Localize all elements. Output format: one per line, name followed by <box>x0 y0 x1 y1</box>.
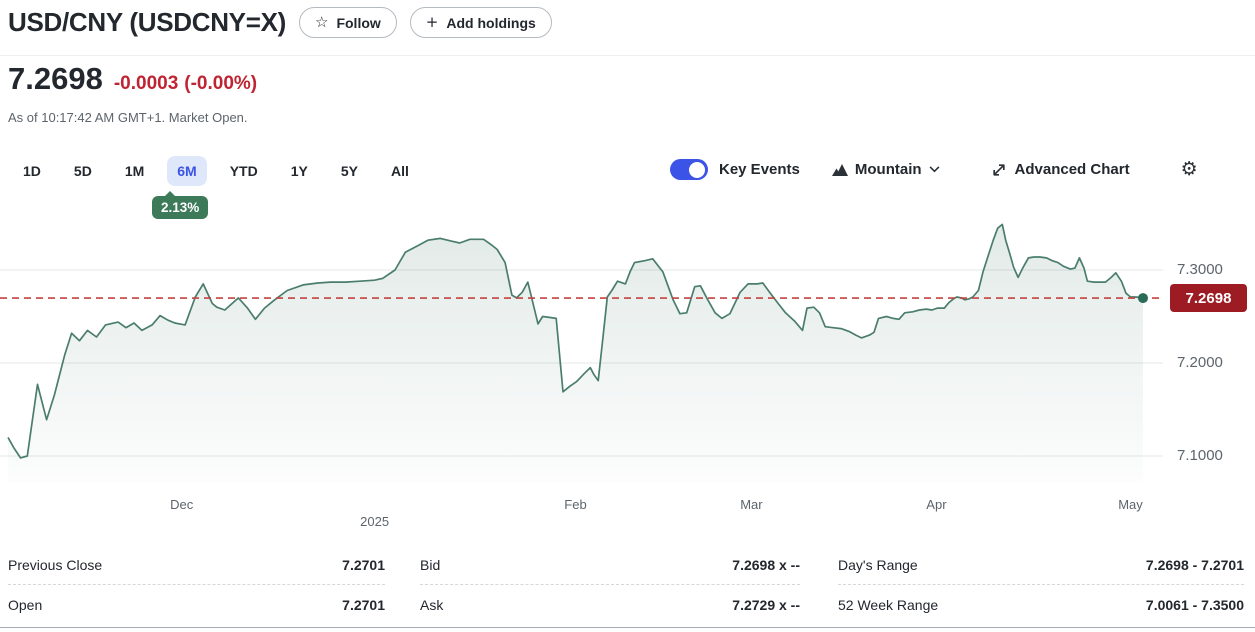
range-change-badge: 2.13% <box>152 191 209 219</box>
stat-value: 7.2701 <box>342 597 385 613</box>
price-line <box>7 223 1144 459</box>
stat-label: Previous Close <box>8 556 103 573</box>
price-chart-canvas[interactable] <box>0 210 1255 486</box>
area-fill <box>8 224 1143 483</box>
stat-label: Open <box>8 597 43 613</box>
expand-diagonal-icon <box>992 163 1005 176</box>
tab-ytd[interactable]: YTD <box>229 163 258 179</box>
current-price-dot <box>1138 293 1148 304</box>
stat-label: Ask <box>420 597 444 613</box>
tab-6m[interactable]: 6M <box>167 156 207 186</box>
price-change: -0.0003 (-0.00%) <box>114 73 257 95</box>
stat-row-previous-close: Previous Close 7.2701 <box>8 545 385 585</box>
stat-value: 7.2701 <box>342 556 385 573</box>
chart-type-label: Mountain <box>854 161 922 178</box>
stat-row-52-week-range: 52 Week Range 7.0061 - 7.3500 <box>838 585 1244 625</box>
change-percent: (-0.00%) <box>184 73 258 94</box>
quote-stats: Previous Close 7.2701 Open 7.2701 Bid 7.… <box>0 545 1255 627</box>
bottom-divider <box>0 627 1255 628</box>
page-title: USD/CNY (USDCNY=X) <box>8 7 286 37</box>
advanced-chart-button[interactable]: Advanced Chart <box>991 161 1130 178</box>
x-axis-tick: Dec <box>170 497 194 512</box>
stat-value: 7.2698 - 7.2701 <box>1145 556 1244 573</box>
header-divider <box>0 55 1255 56</box>
tab-5y[interactable]: 5Y <box>340 163 358 179</box>
chevron-down-icon <box>929 166 939 173</box>
quote-summary: 7.2698 -0.0003 (-0.00%) <box>8 61 257 97</box>
chart-controls: Key Events Mountain Advanced Chart ⚙ <box>670 159 1198 180</box>
tab-1y[interactable]: 1Y <box>290 163 308 179</box>
stats-column-3: Day's Range 7.2698 - 7.2701 52 Week Rang… <box>838 545 1244 625</box>
advanced-chart-label: Advanced Chart <box>1014 161 1130 178</box>
stat-row-ask: Ask 7.2729 x -- <box>420 585 800 625</box>
follow-button-label: Follow <box>336 14 381 31</box>
add-holdings-label: Add holdings <box>446 14 536 31</box>
chart-toolbar: 1D 5D 1M 6M YTD 1Y 5Y All Key Events Mou… <box>0 156 1255 190</box>
toggle-knob <box>689 161 705 178</box>
range-tabs: 1D 5D 1M 6M YTD 1Y 5Y All <box>13 156 419 186</box>
x-axis-tick: 2025 <box>360 514 390 529</box>
as-of-text: As of 10:17:42 AM GMT+1. Market Open. <box>8 110 248 125</box>
tab-1m[interactable]: 1M <box>124 163 145 179</box>
x-axis-tick: Mar <box>740 497 763 512</box>
x-axis-tick: May <box>1118 497 1143 512</box>
stats-column-2: Bid 7.2698 x -- Ask 7.2729 x -- <box>420 545 800 625</box>
tab-5d[interactable]: 5D <box>73 163 92 179</box>
stat-label: Day's Range <box>838 556 918 573</box>
gear-icon[interactable]: ⚙ <box>1180 158 1198 180</box>
y-axis-tick: 7.3000 <box>1177 261 1223 278</box>
add-holdings-button[interactable]: + Add holdings <box>409 7 552 38</box>
stat-row-open: Open 7.2701 <box>8 585 385 625</box>
stats-column-1: Previous Close 7.2701 Open 7.2701 <box>8 545 385 625</box>
plus-icon: + <box>425 13 439 31</box>
change-value: -0.0003 <box>113 73 179 94</box>
x-axis-tick: Apr <box>926 497 947 512</box>
y-axis-tick: 7.2000 <box>1177 354 1223 371</box>
chart-type-selector[interactable]: Mountain <box>831 161 940 178</box>
mountain-icon <box>831 164 848 176</box>
stat-row-bid: Bid 7.2698 x -- <box>420 545 800 585</box>
price-chart[interactable]: 7.3000 7.2000 7.1000 7.2698 Dec 2025 Feb Mar A… <box>0 210 1255 540</box>
stat-label: Bid <box>420 556 441 573</box>
x-axis-tick: Feb <box>564 497 587 512</box>
tab-1d[interactable]: 1D <box>23 163 41 179</box>
stat-value: 7.2729 x -- <box>732 597 800 613</box>
stat-label: 52 Week Range <box>838 597 939 613</box>
star-icon: ☆ <box>315 13 329 31</box>
key-events-toggle[interactable] <box>670 159 708 180</box>
key-events-label: Key Events <box>719 161 800 178</box>
follow-button[interactable]: ☆ Follow <box>299 7 397 38</box>
tab-all[interactable]: All <box>390 163 409 179</box>
current-price: 7.2698 <box>8 61 103 96</box>
stat-value: 7.2698 x -- <box>732 556 800 573</box>
stat-value: 7.0061 - 7.3500 <box>1145 597 1244 613</box>
current-price-badge: 7.2698 <box>1170 284 1247 313</box>
header: USD/CNY (USDCNY=X) ☆ Follow + Add holdin… <box>8 7 552 38</box>
y-axis-tick: 7.1000 <box>1177 447 1223 464</box>
stat-row-days-range: Day's Range 7.2698 - 7.2701 <box>838 545 1244 585</box>
